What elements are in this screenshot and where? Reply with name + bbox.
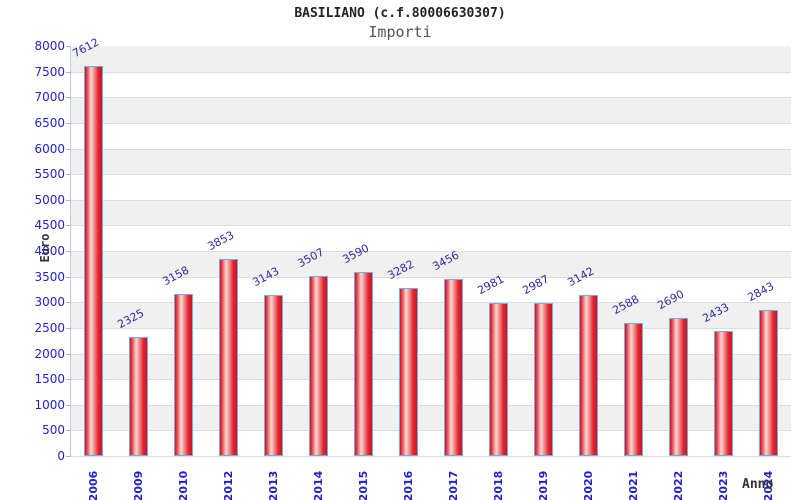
- x-tick-label: 2010: [176, 470, 190, 500]
- grid-band: [71, 46, 791, 72]
- gridline: [71, 122, 791, 124]
- x-tick-label: 2018: [491, 470, 505, 500]
- y-tick-mark: [66, 327, 71, 329]
- y-tick-mark: [66, 199, 71, 201]
- x-axis-title: Anno: [742, 477, 774, 492]
- y-tick-label: 8000: [34, 39, 65, 53]
- grid-band: [71, 174, 791, 200]
- y-tick-mark: [66, 122, 71, 124]
- gridline: [71, 225, 791, 227]
- bar: [534, 302, 553, 456]
- y-tick-mark: [66, 353, 71, 355]
- y-tick-label: 4000: [34, 244, 65, 258]
- gridline: [71, 404, 791, 406]
- y-tick-mark: [66, 174, 71, 176]
- x-tick-label: 2022: [671, 470, 685, 500]
- y-tick-mark: [66, 71, 71, 73]
- y-tick-mark: [66, 302, 71, 304]
- x-tick-label: 2015: [356, 470, 370, 500]
- grid-band: [71, 199, 791, 226]
- y-tick-mark: [66, 456, 71, 457]
- y-tick-label: 7500: [34, 64, 65, 79]
- grid-band: [71, 97, 791, 123]
- gridline: [71, 353, 791, 355]
- bar: [714, 331, 733, 456]
- bar: [264, 294, 283, 456]
- grid-band: [71, 122, 791, 149]
- y-tick-mark: [66, 251, 71, 252]
- gridline: [71, 251, 791, 252]
- gridline: [71, 148, 791, 150]
- x-tick-label: 2012: [221, 470, 235, 500]
- x-tick-label: 2013: [266, 470, 280, 500]
- grid-band: [71, 225, 791, 251]
- chart-title: BASILIANO (c.f.80006630307): [294, 6, 506, 21]
- x-tick-label: 2016: [401, 470, 415, 500]
- y-tick-mark: [66, 276, 71, 278]
- bar: [84, 65, 103, 456]
- y-tick-label: 5500: [34, 167, 65, 182]
- bar: [489, 303, 508, 456]
- bar: [309, 276, 328, 456]
- y-tick-label: 2000: [34, 346, 65, 361]
- bar: [219, 258, 238, 456]
- y-tick-label: 3500: [34, 269, 65, 284]
- gridline: [71, 199, 791, 201]
- bar: [174, 294, 193, 456]
- gridline: [71, 302, 791, 304]
- gridline: [71, 71, 791, 73]
- y-tick-label: 6500: [34, 115, 65, 130]
- y-tick-label: 7000: [34, 90, 65, 105]
- y-tick-label: 1500: [34, 372, 65, 387]
- y-tick-mark: [66, 97, 71, 99]
- x-tick-label: 2014: [311, 470, 325, 500]
- grid-band: [71, 251, 791, 277]
- y-tick-label: 5000: [34, 192, 65, 207]
- grid-band: [71, 71, 791, 98]
- y-tick-label: 4500: [34, 218, 65, 233]
- y-tick-mark: [66, 46, 71, 47]
- bar: [624, 323, 643, 456]
- bar: [759, 310, 778, 456]
- gridline: [71, 276, 791, 278]
- y-tick-mark: [66, 379, 71, 381]
- y-tick-label: 500: [42, 423, 65, 438]
- grid-band: [71, 148, 791, 175]
- x-tick-label: 2019: [536, 470, 550, 500]
- y-tick-label: 1000: [34, 397, 65, 412]
- y-tick-mark: [66, 430, 71, 432]
- x-tick-label: 2021: [626, 470, 640, 500]
- gridline: [71, 379, 791, 381]
- gridline: [71, 430, 791, 432]
- gridline: [71, 97, 791, 99]
- x-tick-label: 2020: [581, 470, 595, 500]
- gridline: [71, 174, 791, 176]
- gridline: [71, 327, 791, 329]
- y-tick-label: 6000: [34, 141, 65, 156]
- bar: [354, 272, 373, 456]
- bar: [399, 287, 418, 456]
- x-tick-label: 2023: [716, 470, 730, 500]
- x-tick-label: 2009: [131, 470, 145, 500]
- chart-subtitle: Importi: [368, 23, 432, 41]
- y-tick-label: 3000: [34, 295, 65, 310]
- plot-area: 8000 7500 7000 6500 6000 5500 5000 4500 4000 3500…: [34, 35, 791, 500]
- x-tick-label: 2006: [86, 470, 100, 500]
- y-tick-label: 0: [57, 449, 65, 463]
- y-tick-label: 2500: [34, 320, 65, 335]
- bar: [444, 278, 463, 456]
- bar: [129, 336, 148, 456]
- y-tick-mark: [66, 404, 71, 406]
- x-tick-label: 2017: [446, 470, 460, 500]
- y-tick-mark: [66, 225, 71, 227]
- y-tick-mark: [66, 148, 71, 150]
- bar: [669, 318, 688, 456]
- bar: [579, 294, 598, 456]
